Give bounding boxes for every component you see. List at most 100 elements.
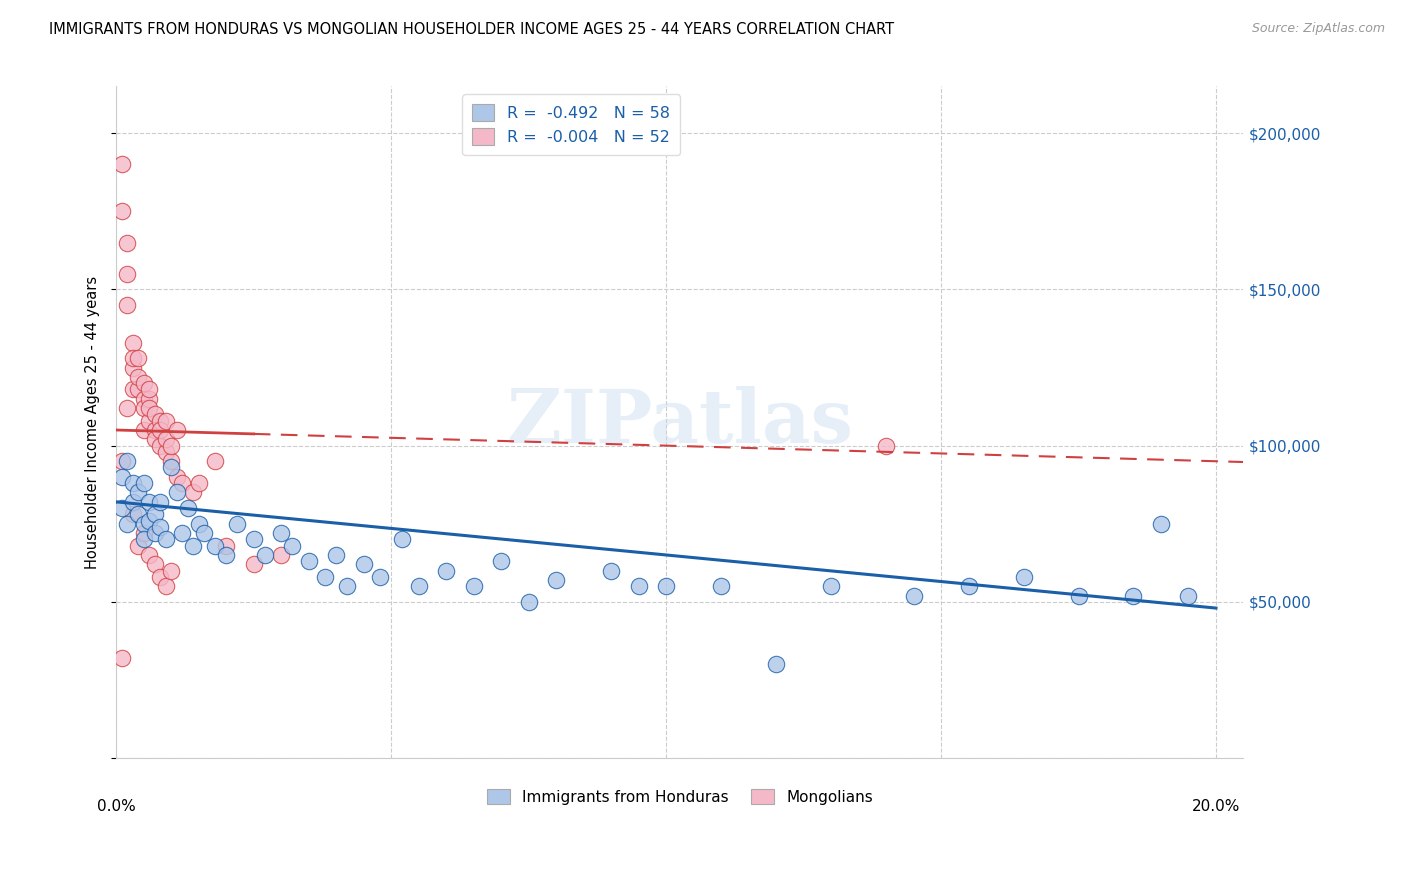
Point bbox=[127, 383, 149, 397]
Point bbox=[875, 439, 897, 453]
Point bbox=[132, 533, 155, 547]
Point bbox=[765, 657, 787, 672]
Point bbox=[181, 539, 204, 553]
Point bbox=[127, 351, 149, 366]
Text: Source: ZipAtlas.com: Source: ZipAtlas.com bbox=[1251, 22, 1385, 36]
Point bbox=[149, 439, 172, 453]
Point bbox=[957, 579, 980, 593]
Point bbox=[111, 454, 134, 468]
Point bbox=[149, 520, 172, 534]
Point bbox=[820, 579, 842, 593]
Point bbox=[132, 423, 155, 437]
Point bbox=[117, 235, 139, 250]
Point bbox=[149, 414, 172, 428]
Point bbox=[215, 548, 238, 562]
Point bbox=[121, 360, 143, 375]
Point bbox=[138, 414, 160, 428]
Legend: Immigrants from Honduras, Mongolians: Immigrants from Honduras, Mongolians bbox=[481, 782, 879, 811]
Point bbox=[143, 408, 166, 422]
Point bbox=[117, 298, 139, 312]
Point bbox=[270, 526, 292, 541]
Point bbox=[172, 526, 194, 541]
Point bbox=[434, 564, 457, 578]
Point bbox=[117, 454, 139, 468]
Point bbox=[172, 476, 194, 491]
Point bbox=[166, 423, 188, 437]
Point bbox=[121, 476, 143, 491]
Point bbox=[463, 579, 485, 593]
Point bbox=[181, 485, 204, 500]
Point bbox=[111, 157, 134, 171]
Point bbox=[215, 539, 238, 553]
Point bbox=[242, 533, 264, 547]
Point bbox=[127, 508, 149, 522]
Y-axis label: Householder Income Ages 25 - 44 years: Householder Income Ages 25 - 44 years bbox=[86, 276, 100, 569]
Point bbox=[132, 526, 155, 541]
Point bbox=[143, 526, 166, 541]
Point bbox=[160, 439, 183, 453]
Point bbox=[193, 526, 215, 541]
Point bbox=[368, 570, 391, 584]
Point bbox=[600, 564, 623, 578]
Point bbox=[336, 579, 359, 593]
Point bbox=[166, 470, 188, 484]
Text: ZIPatlas: ZIPatlas bbox=[506, 385, 853, 458]
Point bbox=[1067, 589, 1090, 603]
Point bbox=[155, 414, 177, 428]
Point bbox=[111, 501, 134, 516]
Point bbox=[391, 533, 413, 547]
Point bbox=[111, 204, 134, 219]
Point bbox=[143, 423, 166, 437]
Point bbox=[281, 539, 304, 553]
Point bbox=[111, 470, 134, 484]
Point bbox=[121, 351, 143, 366]
Point bbox=[353, 558, 375, 572]
Point bbox=[253, 548, 276, 562]
Point bbox=[117, 516, 139, 531]
Point bbox=[325, 548, 347, 562]
Point bbox=[132, 476, 155, 491]
Point bbox=[127, 485, 149, 500]
Point bbox=[204, 539, 226, 553]
Point bbox=[1177, 589, 1199, 603]
Point bbox=[546, 573, 568, 587]
Text: 0.0%: 0.0% bbox=[97, 798, 135, 814]
Point bbox=[143, 558, 166, 572]
Point bbox=[160, 460, 183, 475]
Point bbox=[655, 579, 678, 593]
Point bbox=[132, 392, 155, 406]
Point bbox=[1122, 589, 1144, 603]
Point bbox=[127, 539, 149, 553]
Point bbox=[903, 589, 925, 603]
Point bbox=[298, 554, 321, 568]
Point bbox=[187, 476, 209, 491]
Point bbox=[132, 516, 155, 531]
Point bbox=[121, 495, 143, 509]
Point bbox=[489, 554, 512, 568]
Point bbox=[517, 595, 540, 609]
Point bbox=[155, 533, 177, 547]
Point bbox=[138, 495, 160, 509]
Point bbox=[121, 335, 143, 350]
Point bbox=[138, 383, 160, 397]
Point bbox=[1150, 516, 1173, 531]
Point bbox=[242, 558, 264, 572]
Point bbox=[149, 570, 172, 584]
Point bbox=[314, 570, 336, 584]
Point bbox=[204, 454, 226, 468]
Point bbox=[155, 579, 177, 593]
Point bbox=[226, 516, 249, 531]
Point bbox=[138, 401, 160, 416]
Text: 20.0%: 20.0% bbox=[1192, 798, 1240, 814]
Point bbox=[408, 579, 430, 593]
Point bbox=[127, 370, 149, 384]
Point bbox=[143, 433, 166, 447]
Point bbox=[138, 514, 160, 528]
Point bbox=[138, 392, 160, 406]
Point bbox=[155, 433, 177, 447]
Point bbox=[149, 495, 172, 509]
Point bbox=[117, 267, 139, 281]
Point bbox=[111, 651, 134, 665]
Point bbox=[270, 548, 292, 562]
Point bbox=[121, 508, 143, 522]
